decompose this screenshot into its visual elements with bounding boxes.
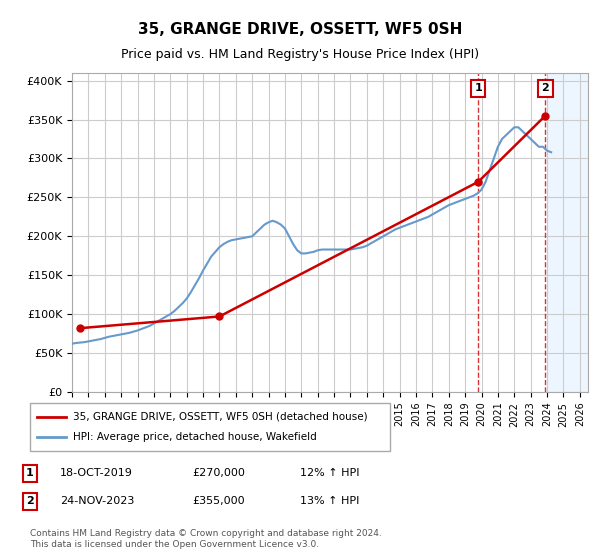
Text: Price paid vs. HM Land Registry's House Price Index (HPI): Price paid vs. HM Land Registry's House … xyxy=(121,48,479,60)
Text: 35, GRANGE DRIVE, OSSETT, WF5 0SH: 35, GRANGE DRIVE, OSSETT, WF5 0SH xyxy=(138,22,462,38)
Text: 13% ↑ HPI: 13% ↑ HPI xyxy=(300,496,359,506)
Text: £355,000: £355,000 xyxy=(192,496,245,506)
FancyBboxPatch shape xyxy=(30,403,390,451)
Text: 1: 1 xyxy=(475,83,482,94)
Text: 12% ↑ HPI: 12% ↑ HPI xyxy=(300,468,359,478)
Text: Contains HM Land Registry data © Crown copyright and database right 2024.
This d: Contains HM Land Registry data © Crown c… xyxy=(30,529,382,549)
Text: 35, GRANGE DRIVE, OSSETT, WF5 0SH (detached house): 35, GRANGE DRIVE, OSSETT, WF5 0SH (detac… xyxy=(73,412,368,422)
Bar xyxy=(547,73,588,392)
Text: 2: 2 xyxy=(542,83,549,94)
Text: 18-OCT-2019: 18-OCT-2019 xyxy=(60,468,133,478)
Text: 1: 1 xyxy=(26,468,34,478)
Text: HPI: Average price, detached house, Wakefield: HPI: Average price, detached house, Wake… xyxy=(73,432,317,442)
Text: £270,000: £270,000 xyxy=(192,468,245,478)
Text: 24-NOV-2023: 24-NOV-2023 xyxy=(60,496,134,506)
Text: 2: 2 xyxy=(26,496,34,506)
